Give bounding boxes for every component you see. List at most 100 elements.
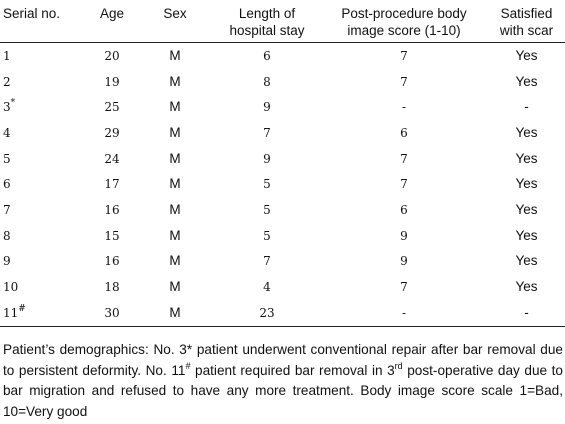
cell-satisfied-with-scar: Yes [488,120,565,146]
cell-sex: M [136,43,214,69]
caption-text: Patient’s demographics: No. 3* patient u… [3,340,563,422]
cell-body-image-score: 7 [320,146,488,172]
table-row: 10 18 M 4 7 Yes [0,274,565,300]
cell-serial-no-value: 1 [3,48,11,63]
table-body: 1 20 M 6 7 Yes 2 19 M 8 7 Yes 3* 25 M 9- -4 29 M 7 6 Yes 5 24 M 9… [0,43,565,327]
cell-age-value: 17 [104,177,120,192]
cell-satisfied-with-scar: Yes [488,274,565,300]
cell-sex-value: M [169,201,181,217]
cell-length-of-stay-value: 5 [263,177,271,192]
cell-serial-no: 3* [0,94,88,120]
cell-age-value: 24 [104,151,120,166]
table-header: Serial no. Age Sex Length of hospital st… [0,1,565,43]
cell-length-of-stay-value: 7 [263,254,271,269]
cell-age: 24 [88,146,136,172]
caption-ordinal-suffix: rd [394,360,403,371]
cell-age: 16 [88,197,136,223]
demographics-table: Serial no. Age Sex Length of hospital st… [0,1,565,327]
cell-sex-value: M [169,99,181,115]
cell-body-image-score-value: 9 [400,254,408,269]
cell-length-of-stay-value: 6 [263,48,271,63]
header-age: Age [88,1,136,43]
serial-footnote-mark: # [18,303,26,314]
cell-serial-no: 7 [0,197,88,223]
table-row: 8 15 M 5 9 Yes [0,223,565,249]
cell-serial-no-value: 8 [3,228,11,243]
cell-satisfied-with-scar-value: Yes [515,150,538,166]
caption-part-2: patient required bar removal in 3 [190,362,395,378]
header-row: Serial no. Age Sex Length of hospital st… [0,1,565,43]
cell-age-value: 15 [104,228,120,243]
cell-sex: M [136,171,214,197]
cell-body-image-score-value: 7 [400,177,408,192]
cell-satisfied-with-scar: Yes [488,69,565,95]
header-satisfied-with-scar: Satisfied with scar [488,1,565,43]
cell-satisfied-with-scar-value: Yes [515,227,538,243]
cell-serial-no: 10 [0,274,88,300]
table-row: 7 16 M 5 6 Yes [0,197,565,223]
cell-body-image-score-value: 6 [400,125,408,140]
header-body-image-score: Post-procedure body image score (1-10) [320,1,488,43]
cell-satisfied-with-scar-value: Yes [515,176,538,192]
cell-age: 16 [88,249,136,275]
header-sex: Sex [136,1,214,43]
cell-serial-no: 4 [0,120,88,146]
cell-length-of-stay-value: 5 [263,228,271,243]
cell-sex-value: M [169,73,181,89]
cell-body-image-score: 6 [320,197,488,223]
cell-body-image-score-value: - [401,305,407,320]
cell-sex-value: M [169,124,181,140]
cell-sex-value: M [169,279,181,295]
cell-age: 29 [88,120,136,146]
cell-serial-no-value: 11 [3,305,19,320]
cell-sex-value: M [169,176,181,192]
table-row: 2 19 M 8 7 Yes [0,69,565,95]
cell-sex: M [136,249,214,275]
cell-serial-no-value: 7 [3,202,11,217]
cell-serial-no-value: 6 [3,177,11,192]
cell-satisfied-with-scar-value: Yes [515,47,538,63]
cell-body-image-score-value: 7 [400,48,408,63]
cell-length-of-stay: 5 [214,197,320,223]
cell-serial-no-value: 2 [3,74,11,89]
cell-sex: M [136,299,214,327]
cell-satisfied-with-scar-value: Yes [515,279,538,295]
cell-satisfied-with-scar: Yes [488,197,565,223]
cell-serial-no-value: 3 [3,100,11,115]
cell-serial-no-value: 4 [3,125,11,140]
cell-body-image-score: 9 [320,223,488,249]
cell-serial-no: 6 [0,171,88,197]
cell-body-image-score: 7 [320,69,488,95]
cell-length-of-stay: 9 [214,146,320,172]
cell-age: 25 [88,94,136,120]
caption-part-3: post-operative day due to bar migration … [3,362,563,419]
cell-age-value: 16 [104,202,120,217]
cell-age-value: 20 [104,48,120,63]
cell-body-image-score: 9 [320,249,488,275]
cell-sex: M [136,120,214,146]
cell-age-value: 30 [104,305,120,320]
cell-length-of-stay: 5 [214,223,320,249]
table-row: 9 16 M 7 9 Yes [0,249,565,275]
cell-sex: M [136,223,214,249]
cell-body-image-score-value: 6 [400,202,408,217]
table-caption: Patient’s demographics: No. 3* patient u… [3,340,563,422]
cell-length-of-stay-value: 8 [263,74,271,89]
cell-sex-value: M [169,227,181,243]
cell-serial-no: 9 [0,249,88,275]
cell-length-of-stay: 7 [214,249,320,275]
header-serial-no: Serial no. [0,1,88,43]
cell-length-of-stay-value: 5 [263,202,271,217]
cell-sex: M [136,69,214,95]
header-length-of-hospital-stay: Length of hospital stay [214,1,320,43]
cell-length-of-stay-value: 7 [263,125,271,140]
cell-body-image-score: 7 [320,274,488,300]
table-row: 5 24 M 9 7 Yes [0,146,565,172]
cell-age: 20 [88,43,136,69]
cell-length-of-stay: 6 [214,43,320,69]
cell-serial-no: 2 [0,69,88,95]
cell-age-value: 19 [104,74,120,89]
cell-body-image-score-value: 7 [400,151,408,166]
cell-body-image-score: - [320,94,488,120]
cell-age-value: 29 [104,125,120,140]
